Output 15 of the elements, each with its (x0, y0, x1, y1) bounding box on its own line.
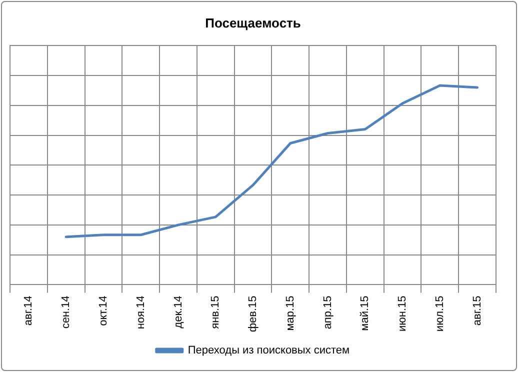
x-tick-label: май.15 (359, 296, 372, 331)
x-tick-label: дек.14 (172, 296, 184, 328)
x-tick-label: июл.15 (434, 296, 446, 332)
x-tick-label: окт.14 (97, 296, 110, 326)
x-tick-label: апр.15 (322, 296, 334, 330)
chart-title: Посещаемость (205, 15, 301, 30)
x-tick-label: мар.15 (284, 296, 296, 331)
x-tick-label: июн.15 (396, 296, 409, 332)
x-tick-label: авг.15 (471, 296, 484, 326)
legend-label: Переходы из поисковых систем (188, 344, 350, 357)
x-tick-label: фев.15 (247, 296, 260, 332)
x-tick-label: сен.14 (60, 296, 72, 329)
x-tick-label: ноя.14 (134, 296, 147, 330)
x-tick-label: авг.14 (22, 296, 35, 326)
x-tick-label: янв.15 (210, 296, 222, 329)
